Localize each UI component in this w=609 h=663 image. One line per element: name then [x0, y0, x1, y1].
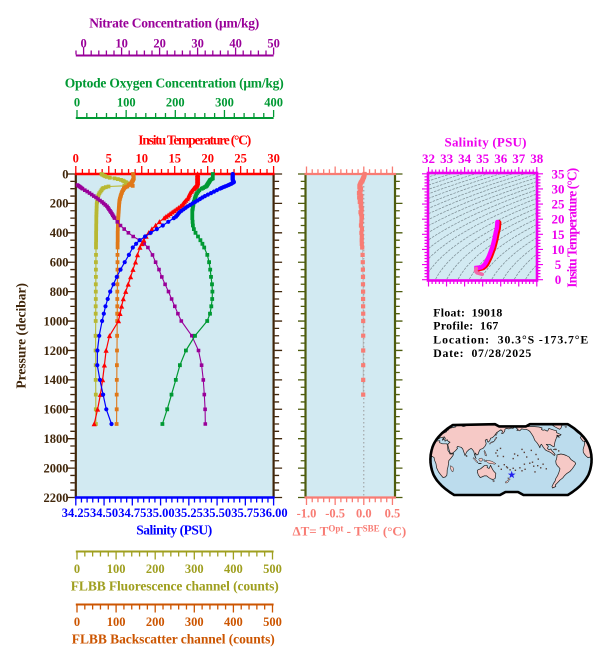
svg-text:35: 35 — [476, 151, 490, 166]
svg-text:15: 15 — [552, 227, 566, 242]
svg-text:300: 300 — [185, 615, 204, 629]
svg-text:Salinity (PSU): Salinity (PSU) — [136, 523, 212, 538]
svg-text:200: 200 — [146, 615, 165, 629]
svg-text:Date: 07/28/2025: Date: 07/28/2025 — [433, 346, 531, 360]
svg-text:-1.0: -1.0 — [297, 507, 317, 521]
svg-text:Float: 19018: Float: 19018 — [433, 305, 502, 319]
svg-text:35.25: 35.25 — [175, 506, 203, 520]
svg-text:600: 600 — [50, 256, 69, 270]
svg-text:30: 30 — [191, 37, 204, 51]
svg-text:1000: 1000 — [44, 314, 69, 328]
svg-text:800: 800 — [50, 285, 69, 299]
svg-text:34.75: 34.75 — [118, 506, 146, 520]
svg-text:2000: 2000 — [44, 461, 69, 475]
svg-text:15: 15 — [168, 152, 181, 166]
svg-text:1600: 1600 — [44, 403, 69, 417]
svg-text:FLBB Backscatter channel (coun: FLBB Backscatter channel (counts) — [72, 632, 275, 647]
svg-text:10: 10 — [115, 37, 128, 51]
svg-text:200: 200 — [166, 96, 185, 110]
svg-text:35.50: 35.50 — [203, 506, 231, 520]
svg-text:Insitu Temperature (°C): Insitu Temperature (°C) — [138, 133, 251, 148]
svg-text:0: 0 — [62, 167, 68, 181]
svg-text:100: 100 — [117, 96, 136, 110]
svg-text:Salinity (PSU): Salinity (PSU) — [445, 135, 527, 150]
svg-text:20: 20 — [201, 152, 214, 166]
svg-text:30: 30 — [552, 181, 565, 196]
svg-text:500: 500 — [263, 562, 282, 576]
svg-text:400: 400 — [264, 96, 283, 110]
svg-text:100: 100 — [107, 562, 126, 576]
svg-text:50: 50 — [267, 37, 280, 51]
svg-text:0: 0 — [555, 272, 562, 287]
svg-text:34: 34 — [458, 151, 472, 166]
svg-text:36: 36 — [494, 151, 508, 166]
svg-text:400: 400 — [224, 562, 243, 576]
svg-text:Location: 30.3°S -173.7°E: Location: 30.3°S -173.7°E — [433, 333, 588, 347]
svg-text:32: 32 — [422, 151, 435, 166]
svg-text:400: 400 — [50, 226, 69, 240]
svg-text:40: 40 — [229, 37, 242, 51]
svg-text:30: 30 — [267, 152, 280, 166]
svg-text:1400: 1400 — [44, 373, 69, 387]
svg-text:Nitrate Concentration (μm/kg): Nitrate Concentration (μm/kg) — [89, 16, 259, 31]
svg-text:20: 20 — [552, 212, 565, 227]
svg-text:200: 200 — [50, 197, 69, 211]
svg-text:200: 200 — [146, 562, 165, 576]
svg-text:25: 25 — [234, 152, 247, 166]
svg-text:37: 37 — [512, 151, 526, 166]
svg-text:0: 0 — [74, 615, 80, 629]
svg-text:0: 0 — [80, 37, 86, 51]
svg-text:1800: 1800 — [44, 432, 69, 446]
svg-text:38: 38 — [530, 151, 544, 166]
svg-text:Insitu Temperature (°C): Insitu Temperature (°C) — [565, 168, 580, 288]
svg-text:ΔT= TOpt - TSBE (°C): ΔT= TOpt - TSBE (°C) — [292, 524, 406, 539]
svg-text:2200: 2200 — [44, 491, 69, 505]
svg-text:0: 0 — [74, 96, 80, 110]
svg-text:0.5: 0.5 — [385, 507, 401, 521]
svg-text:35: 35 — [552, 166, 566, 181]
svg-text:500: 500 — [263, 615, 282, 629]
svg-text:100: 100 — [107, 615, 126, 629]
svg-text:34.50: 34.50 — [90, 506, 118, 520]
svg-text:10: 10 — [552, 242, 565, 257]
svg-text:-0.5: -0.5 — [325, 507, 345, 521]
svg-text:0.0: 0.0 — [356, 507, 372, 521]
svg-text:Profile: 167: Profile: 167 — [433, 319, 498, 333]
svg-text:0: 0 — [74, 562, 80, 576]
svg-text:Pressure (decibar): Pressure (decibar) — [14, 283, 29, 389]
svg-text:35.75: 35.75 — [231, 506, 259, 520]
svg-text:25: 25 — [552, 197, 566, 212]
svg-text:1200: 1200 — [44, 344, 69, 358]
svg-text:5: 5 — [106, 152, 112, 166]
svg-text:300: 300 — [215, 96, 234, 110]
svg-text:5: 5 — [555, 257, 562, 272]
svg-text:35.00: 35.00 — [147, 506, 175, 520]
svg-text:Optode Oxygen Concentration (μ: Optode Oxygen Concentration (μm/kg) — [65, 76, 284, 91]
svg-text:400: 400 — [224, 615, 243, 629]
svg-text:10: 10 — [135, 152, 148, 166]
svg-text:36.00: 36.00 — [260, 506, 288, 520]
svg-text:FLBB Fluorescence channel (cou: FLBB Fluorescence channel (counts) — [71, 579, 279, 594]
svg-text:34.25: 34.25 — [62, 506, 90, 520]
svg-text:33: 33 — [440, 151, 454, 166]
svg-text:0: 0 — [73, 152, 79, 166]
svg-text:20: 20 — [153, 37, 166, 51]
svg-text:300: 300 — [185, 562, 204, 576]
